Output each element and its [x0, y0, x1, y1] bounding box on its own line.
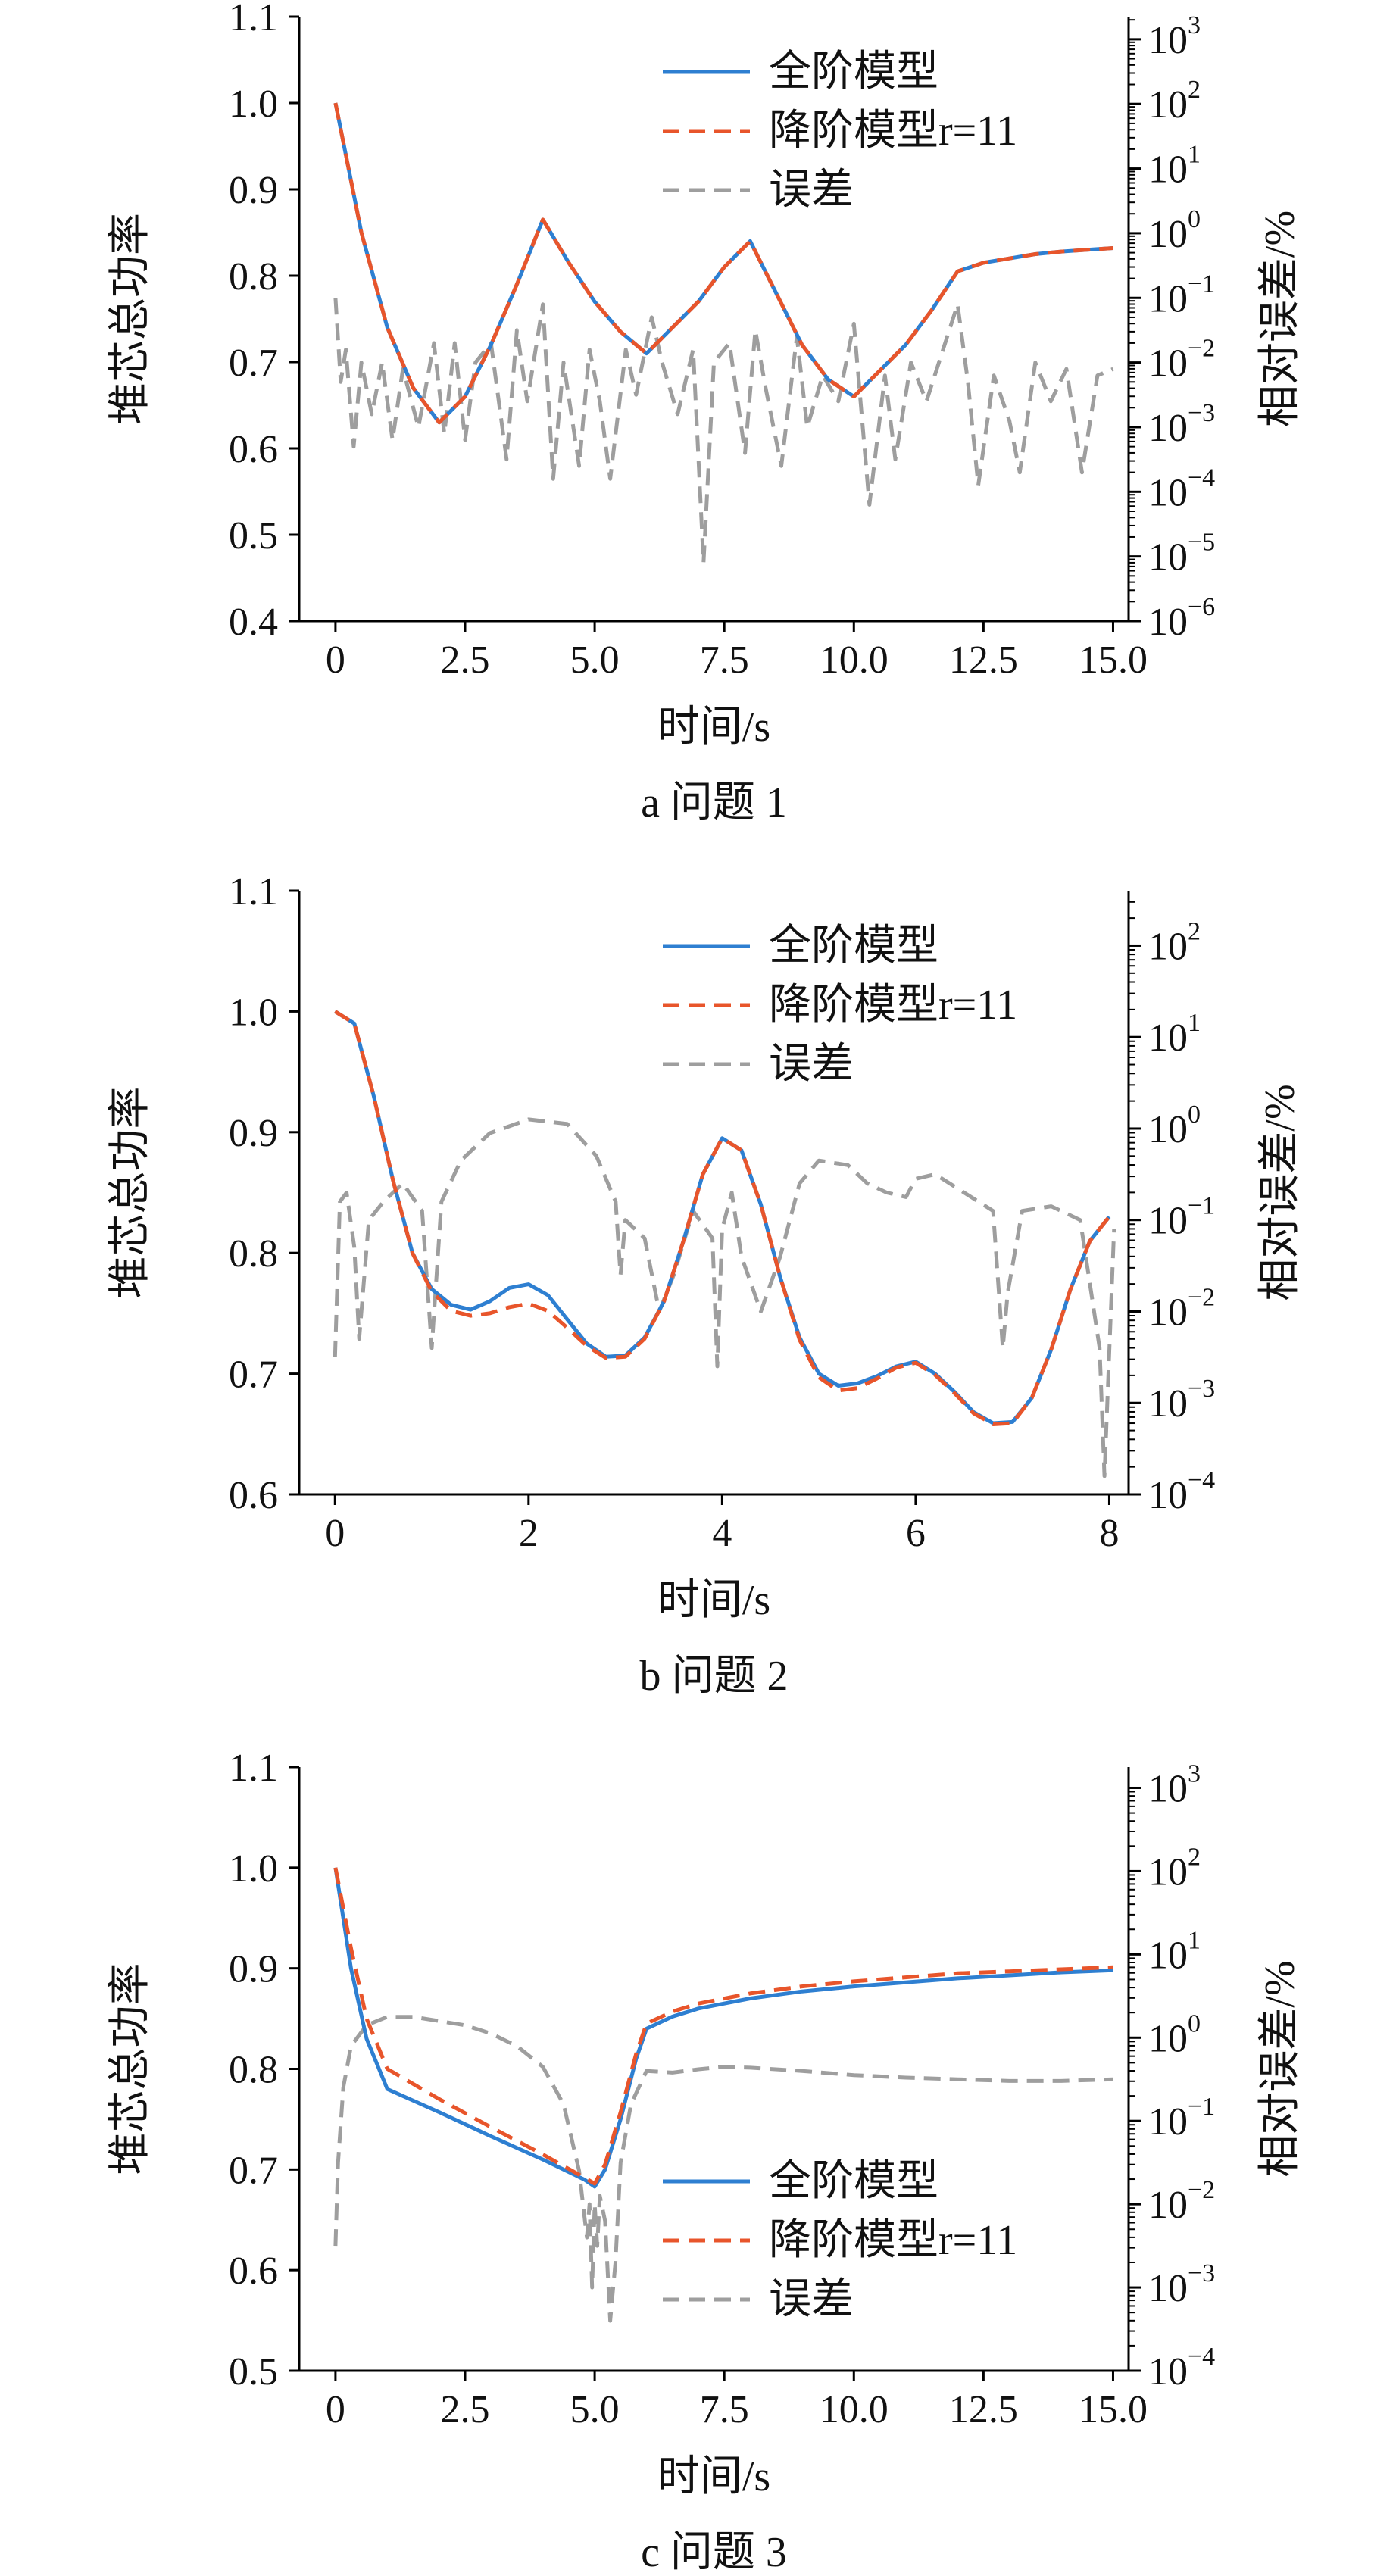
y2-tick-label: 10−3 [1148, 399, 1215, 450]
y-tick-label: 0.6 [229, 428, 278, 471]
y2-tick-label: 103 [1148, 1759, 1201, 1810]
panel-caption: a 问题 1 [641, 779, 787, 826]
y-tick-label: 0.8 [229, 1232, 278, 1276]
y2-tick-label: 10−5 [1148, 529, 1215, 579]
y-axis-label: 堆芯总功率 [107, 213, 154, 425]
x-tick-label: 5.0 [570, 2388, 620, 2431]
full-order-model-line [333, 1867, 1113, 2189]
y2-tick-label: 100 [1148, 205, 1201, 256]
y-tick-label: 0.5 [229, 514, 278, 557]
y-tick-label: 0.7 [229, 2149, 278, 2192]
y-axis-label: 堆芯总功率 [107, 1963, 154, 2175]
y2-tick-label: 10−4 [1148, 2343, 1215, 2393]
error-line [333, 2015, 1113, 2323]
y-tick-label: 1.0 [229, 83, 278, 126]
legend-label: 全阶模型 [769, 48, 938, 95]
y-tick-label: 0.9 [229, 1112, 278, 1155]
legend-label: 降阶模型r=11 [769, 2217, 1017, 2264]
y-tick-label: 0.7 [229, 1354, 278, 1397]
y-tick-label: 0.7 [229, 342, 278, 385]
x-tick-label: 2.5 [441, 639, 490, 682]
reduced-order-model-line [333, 102, 1113, 425]
x-tick-label: 0 [325, 1512, 345, 1555]
x-axis-label: 时间/s [657, 704, 770, 751]
chart-panel-1: 0 2.5 5.0 7.5 10.0 12.5 15.0 0.4 0.5 0.6 0.7 0.8 0.9… [107, 0, 1304, 826]
x-tick-label: 15.0 [1079, 2388, 1148, 2431]
error-line [333, 298, 1114, 565]
full-order-model-line [333, 1010, 1111, 1425]
x-tick-label: 6 [906, 1512, 926, 1555]
legend-label: 降阶模型r=11 [769, 108, 1017, 155]
x-tick-label: 10.0 [820, 639, 889, 682]
x-tick-label: 0 [326, 2388, 345, 2431]
y2-tick-label: 101 [1148, 1009, 1201, 1060]
y-axis-label: 堆芯总功率 [107, 1087, 154, 1299]
y-tick-label: 0.8 [229, 255, 278, 298]
legend-label: 误差 [769, 2276, 854, 2323]
x-tick-label: 2 [519, 1512, 539, 1555]
y2-tick-label: 102 [1148, 1843, 1201, 1894]
y-tick-label: 1.0 [229, 991, 278, 1034]
y2-tick-label: 101 [1148, 1926, 1201, 1977]
x-tick-label: 8 [1099, 1512, 1119, 1555]
y-tick-label: 1.0 [229, 1847, 278, 1891]
y2-axis-label: 相对误差/% [1257, 211, 1304, 427]
y-tick-label: 0.6 [229, 1474, 278, 1517]
x-tick-label: 12.5 [949, 639, 1018, 682]
y2-tick-label: 10−4 [1148, 1466, 1215, 1517]
y2-tick-label: 10−2 [1148, 1283, 1215, 1334]
y-tick-label: 1.1 [229, 0, 278, 39]
y2-tick-label: 10−4 [1148, 464, 1215, 514]
y2-tick-label: 10−3 [1148, 1375, 1215, 1425]
y2-tick-label: 103 [1148, 11, 1201, 62]
reduced-order-model-line [333, 1867, 1113, 2186]
x-tick-label: 5.0 [570, 639, 620, 682]
y-tick-label: 0.5 [229, 2350, 278, 2393]
x-tick-label: 2.5 [441, 2388, 490, 2431]
y2-tick-label: 10−1 [1148, 270, 1215, 320]
y2-axis-label: 相对误差/% [1257, 1960, 1304, 2177]
legend-label: 降阶模型r=11 [769, 982, 1017, 1029]
y-tick-label: 0.4 [229, 601, 278, 644]
legend-label: 误差 [769, 167, 854, 214]
y2-tick-label: 10−1 [1148, 1192, 1215, 1243]
panel-caption: c 问题 3 [641, 2529, 787, 2576]
y2-axis-label: 相对误差/% [1257, 1084, 1304, 1300]
y2-tick-label: 102 [1148, 76, 1201, 126]
y2-tick-label: 100 [1148, 2009, 1201, 2060]
x-tick-label: 10.0 [820, 2388, 889, 2431]
y2-tick-label: 10−3 [1148, 2259, 1215, 2310]
y-tick-label: 1.1 [229, 1747, 278, 1790]
y2-tick-label: 101 [1148, 141, 1201, 192]
error-line [333, 1117, 1116, 1478]
y2-tick-label: 10−6 [1148, 593, 1215, 644]
x-tick-label: 7.5 [700, 2388, 749, 2431]
x-axis-label: 时间/s [657, 1577, 770, 1624]
x-tick-label: 7.5 [700, 639, 749, 682]
x-tick-label: 15.0 [1079, 639, 1148, 682]
y-tick-label: 0.8 [229, 2049, 278, 2092]
y2-tick-label: 10−1 [1148, 2093, 1215, 2144]
y2-tick-label: 10−2 [1148, 2176, 1215, 2227]
y2-tick-label: 10−2 [1148, 335, 1215, 386]
panel-caption: b 问题 2 [640, 1653, 789, 1700]
reduced-order-model-line [333, 1010, 1111, 1426]
x-tick-label: 12.5 [949, 2388, 1018, 2431]
chart-panel-3: 0 2.5 5.0 7.5 10.0 12.5 15.0 0.5 0.6 0.7 0.8 0.9 1.0… [107, 1747, 1304, 2576]
x-axis-label: 时间/s [657, 2453, 770, 2500]
legend-label: 全阶模型 [769, 2158, 938, 2205]
y-tick-label: 1.1 [229, 870, 278, 913]
y2-tick-label: 102 [1148, 917, 1201, 968]
y-tick-label: 0.9 [229, 1948, 278, 1991]
y-tick-label: 0.9 [229, 169, 278, 212]
x-tick-label: 4 [712, 1512, 732, 1555]
legend-label: 全阶模型 [769, 923, 938, 970]
legend-label: 误差 [769, 1041, 854, 1088]
y-tick-label: 0.6 [229, 2250, 278, 2293]
x-tick-label: 0 [326, 639, 345, 682]
y2-tick-label: 100 [1148, 1101, 1201, 1151]
chart-panel-2: 0 2 4 6 8 0.6 0.7 0.8 0.9 1.0 1.1 10−4 10−3 10−2 10−1 1… [107, 870, 1304, 1700]
